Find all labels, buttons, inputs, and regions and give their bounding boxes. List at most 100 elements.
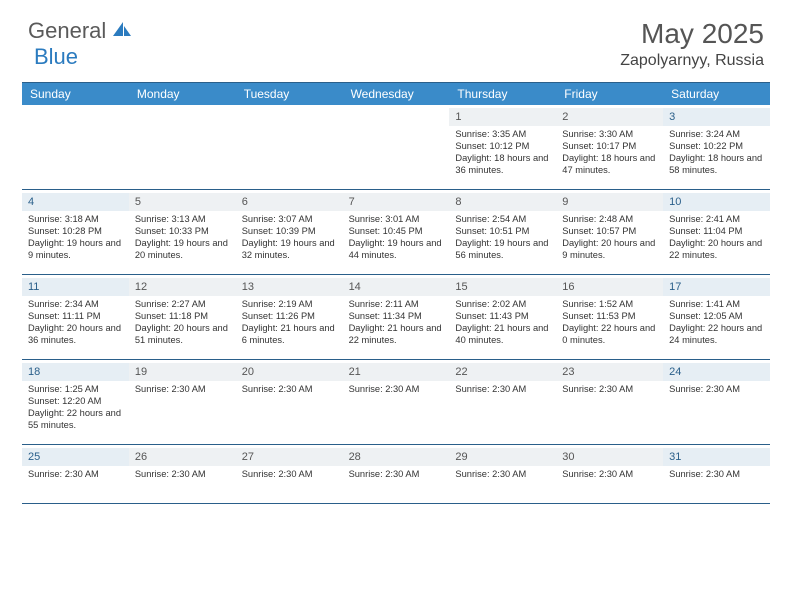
day-detail-line: Sunrise: 2:30 AM bbox=[562, 469, 657, 481]
day-cell: 3Sunrise: 3:24 AMSunset: 10:22 PMDayligh… bbox=[663, 105, 770, 189]
day-cell bbox=[236, 105, 343, 189]
day-detail-line: Sunset: 10:33 PM bbox=[135, 226, 230, 238]
day-number: 30 bbox=[556, 448, 663, 466]
day-cell: 12Sunrise: 2:27 AMSunset: 11:18 PMDaylig… bbox=[129, 275, 236, 359]
day-cell: 6Sunrise: 3:07 AMSunset: 10:39 PMDayligh… bbox=[236, 190, 343, 274]
day-detail-line: Sunrise: 3:30 AM bbox=[562, 129, 657, 141]
day-detail-line: Daylight: 19 hours and 9 minutes. bbox=[28, 238, 123, 262]
day-detail-line: Daylight: 19 hours and 32 minutes. bbox=[242, 238, 337, 262]
week-row: 18Sunrise: 1:25 AMSunset: 12:20 AMDaylig… bbox=[22, 360, 770, 445]
day-cell: 18Sunrise: 1:25 AMSunset: 12:20 AMDaylig… bbox=[22, 360, 129, 444]
weekday-header: Sunday bbox=[22, 83, 129, 105]
day-detail-line: Sunset: 11:34 PM bbox=[349, 311, 444, 323]
day-detail-line: Daylight: 19 hours and 20 minutes. bbox=[135, 238, 230, 262]
weekday-header: Wednesday bbox=[343, 83, 450, 105]
day-number: 6 bbox=[236, 193, 343, 211]
day-number: 1 bbox=[449, 108, 556, 126]
weekday-header-row: Sunday Monday Tuesday Wednesday Thursday… bbox=[22, 83, 770, 105]
day-number: 8 bbox=[449, 193, 556, 211]
day-cell bbox=[22, 105, 129, 189]
day-cell: 8Sunrise: 2:54 AMSunset: 10:51 PMDayligh… bbox=[449, 190, 556, 274]
day-cell: 23Sunrise: 2:30 AM bbox=[556, 360, 663, 444]
day-detail-line: Sunset: 11:43 PM bbox=[455, 311, 550, 323]
day-detail-line: Sunrise: 2:30 AM bbox=[28, 469, 123, 481]
day-detail-line: Sunset: 11:18 PM bbox=[135, 311, 230, 323]
day-number: 28 bbox=[343, 448, 450, 466]
day-cell: 25Sunrise: 2:30 AM bbox=[22, 445, 129, 503]
day-cell: 11Sunrise: 2:34 AMSunset: 11:11 PMDaylig… bbox=[22, 275, 129, 359]
day-detail-line: Sunset: 12:05 AM bbox=[669, 311, 764, 323]
day-cell: 4Sunrise: 3:18 AMSunset: 10:28 PMDayligh… bbox=[22, 190, 129, 274]
weekday-header: Tuesday bbox=[236, 83, 343, 105]
day-detail-line: Daylight: 22 hours and 0 minutes. bbox=[562, 323, 657, 347]
day-cell: 28 Sunrise: 2:30 AM bbox=[343, 445, 450, 503]
day-detail-line: Daylight: 19 hours and 56 minutes. bbox=[455, 238, 550, 262]
day-detail-line: Sunrise: 2:30 AM bbox=[349, 384, 444, 396]
day-number: 15 bbox=[449, 278, 556, 296]
day-detail-line: Sunrise: 2:54 AM bbox=[455, 214, 550, 226]
day-cell bbox=[129, 105, 236, 189]
page-header: General May 2025 Zapolyarnyy, Russia bbox=[0, 0, 792, 76]
day-detail-line: Sunrise: 2:30 AM bbox=[135, 469, 230, 481]
day-cell: 1Sunrise: 3:35 AMSunset: 10:12 PMDayligh… bbox=[449, 105, 556, 189]
day-detail-line: Daylight: 18 hours and 36 minutes. bbox=[455, 153, 550, 177]
sail-icon bbox=[111, 20, 133, 43]
day-cell: 13Sunrise: 2:19 AMSunset: 11:26 PMDaylig… bbox=[236, 275, 343, 359]
day-cell: 31Sunrise: 2:30 AM bbox=[663, 445, 770, 503]
day-detail-line: Sunrise: 2:30 AM bbox=[349, 469, 444, 481]
day-cell: 30 Sunrise: 2:30 AM bbox=[556, 445, 663, 503]
day-number: 3 bbox=[663, 108, 770, 126]
day-detail-line: Daylight: 22 hours and 55 minutes. bbox=[28, 408, 123, 432]
day-number: 4 bbox=[22, 193, 129, 211]
location-label: Zapolyarnyy, Russia bbox=[620, 52, 764, 70]
day-detail-line: Daylight: 21 hours and 40 minutes. bbox=[455, 323, 550, 347]
day-detail-line: Daylight: 19 hours and 44 minutes. bbox=[349, 238, 444, 262]
day-detail-line: Sunrise: 3:01 AM bbox=[349, 214, 444, 226]
day-cell: 19 Sunrise: 2:30 AM bbox=[129, 360, 236, 444]
day-number: 19 bbox=[129, 363, 236, 381]
day-detail-line: Sunset: 10:45 PM bbox=[349, 226, 444, 238]
day-number: 9 bbox=[556, 193, 663, 211]
day-cell: 17Sunrise: 1:41 AMSunset: 12:05 AMDaylig… bbox=[663, 275, 770, 359]
day-number: 11 bbox=[22, 278, 129, 296]
day-detail-line: Sunrise: 2:27 AM bbox=[135, 299, 230, 311]
day-number: 27 bbox=[236, 448, 343, 466]
day-detail-line: Sunrise: 2:02 AM bbox=[455, 299, 550, 311]
day-cell: 14Sunrise: 2:11 AMSunset: 11:34 PMDaylig… bbox=[343, 275, 450, 359]
day-number: 31 bbox=[663, 448, 770, 466]
calendar: Sunday Monday Tuesday Wednesday Thursday… bbox=[22, 82, 770, 504]
day-number: 22 bbox=[449, 363, 556, 381]
week-row: 4Sunrise: 3:18 AMSunset: 10:28 PMDayligh… bbox=[22, 190, 770, 275]
day-detail-line: Sunrise: 3:13 AM bbox=[135, 214, 230, 226]
day-cell: 10Sunrise: 2:41 AMSunset: 11:04 PMDaylig… bbox=[663, 190, 770, 274]
day-number: 21 bbox=[343, 363, 450, 381]
day-detail-line: Daylight: 18 hours and 58 minutes. bbox=[669, 153, 764, 177]
day-cell: 5 Sunrise: 3:13 AMSunset: 10:33 PMDayligh… bbox=[129, 190, 236, 274]
weekday-header: Friday bbox=[556, 83, 663, 105]
day-number: 23 bbox=[556, 363, 663, 381]
day-detail-line: Sunrise: 3:07 AM bbox=[242, 214, 337, 226]
day-number: 26 bbox=[129, 448, 236, 466]
day-detail-line: Daylight: 20 hours and 9 minutes. bbox=[562, 238, 657, 262]
day-cell: 24Sunrise: 2:30 AM bbox=[663, 360, 770, 444]
day-detail-line: Sunset: 11:04 PM bbox=[669, 226, 764, 238]
day-detail-line: Sunset: 10:57 PM bbox=[562, 226, 657, 238]
day-cell: 7Sunrise: 3:01 AMSunset: 10:45 PMDayligh… bbox=[343, 190, 450, 274]
day-detail-line: Daylight: 22 hours and 24 minutes. bbox=[669, 323, 764, 347]
day-detail-line: Sunset: 10:17 PM bbox=[562, 141, 657, 153]
day-number: 16 bbox=[556, 278, 663, 296]
day-detail-line: Sunset: 11:11 PM bbox=[28, 311, 123, 323]
day-cell: 26 Sunrise: 2:30 AM bbox=[129, 445, 236, 503]
day-detail-line: Sunrise: 1:25 AM bbox=[28, 384, 123, 396]
day-detail-line: Daylight: 18 hours and 47 minutes. bbox=[562, 153, 657, 177]
day-cell bbox=[343, 105, 450, 189]
day-detail-line: Sunrise: 2:34 AM bbox=[28, 299, 123, 311]
day-detail-line: Sunrise: 1:52 AM bbox=[562, 299, 657, 311]
day-detail-line: Sunset: 10:28 PM bbox=[28, 226, 123, 238]
day-number: 5 bbox=[129, 193, 236, 211]
day-detail-line: Sunrise: 2:30 AM bbox=[455, 384, 550, 396]
day-detail-line: Sunrise: 2:30 AM bbox=[455, 469, 550, 481]
day-detail-line: Sunrise: 2:30 AM bbox=[135, 384, 230, 396]
week-row: 11 Sunrise: 2:34 AMSunset: 11:11 PM Daylig… bbox=[22, 275, 770, 360]
day-detail-line: Sunset: 10:12 PM bbox=[455, 141, 550, 153]
